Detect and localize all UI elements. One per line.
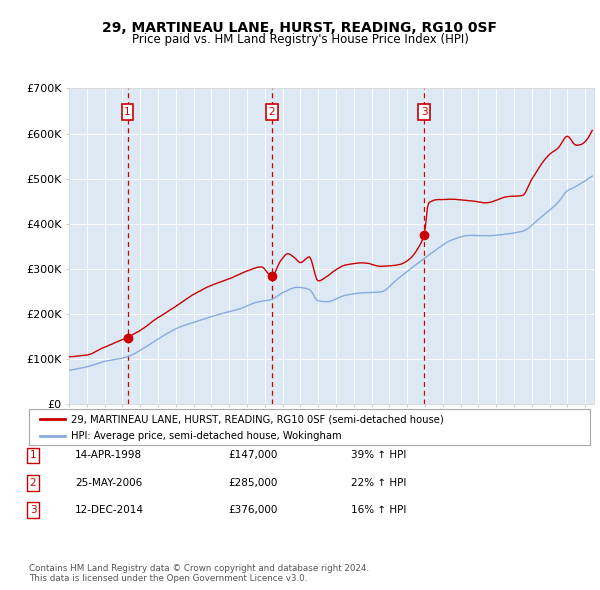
Text: 29, MARTINEAU LANE, HURST, READING, RG10 0SF (semi-detached house): 29, MARTINEAU LANE, HURST, READING, RG10… [71, 414, 443, 424]
Text: Contains HM Land Registry data © Crown copyright and database right 2024.
This d: Contains HM Land Registry data © Crown c… [29, 563, 369, 583]
Text: 2: 2 [29, 478, 37, 487]
Text: 12-DEC-2014: 12-DEC-2014 [75, 505, 144, 514]
Text: £376,000: £376,000 [228, 505, 277, 514]
Text: HPI: Average price, semi-detached house, Wokingham: HPI: Average price, semi-detached house,… [71, 431, 341, 441]
Text: £147,000: £147,000 [228, 451, 277, 460]
Text: 29, MARTINEAU LANE, HURST, READING, RG10 0SF: 29, MARTINEAU LANE, HURST, READING, RG10… [103, 21, 497, 35]
Text: 22% ↑ HPI: 22% ↑ HPI [351, 478, 406, 487]
Text: 14-APR-1998: 14-APR-1998 [75, 451, 142, 460]
Text: 39% ↑ HPI: 39% ↑ HPI [351, 451, 406, 460]
Text: 2: 2 [269, 107, 275, 117]
Text: 3: 3 [29, 505, 37, 514]
Text: 1: 1 [124, 107, 131, 117]
Text: 1: 1 [29, 451, 37, 460]
Text: Price paid vs. HM Land Registry's House Price Index (HPI): Price paid vs. HM Land Registry's House … [131, 33, 469, 46]
Text: 25-MAY-2006: 25-MAY-2006 [75, 478, 142, 487]
Text: 3: 3 [421, 107, 427, 117]
Text: £285,000: £285,000 [228, 478, 277, 487]
Text: 16% ↑ HPI: 16% ↑ HPI [351, 505, 406, 514]
